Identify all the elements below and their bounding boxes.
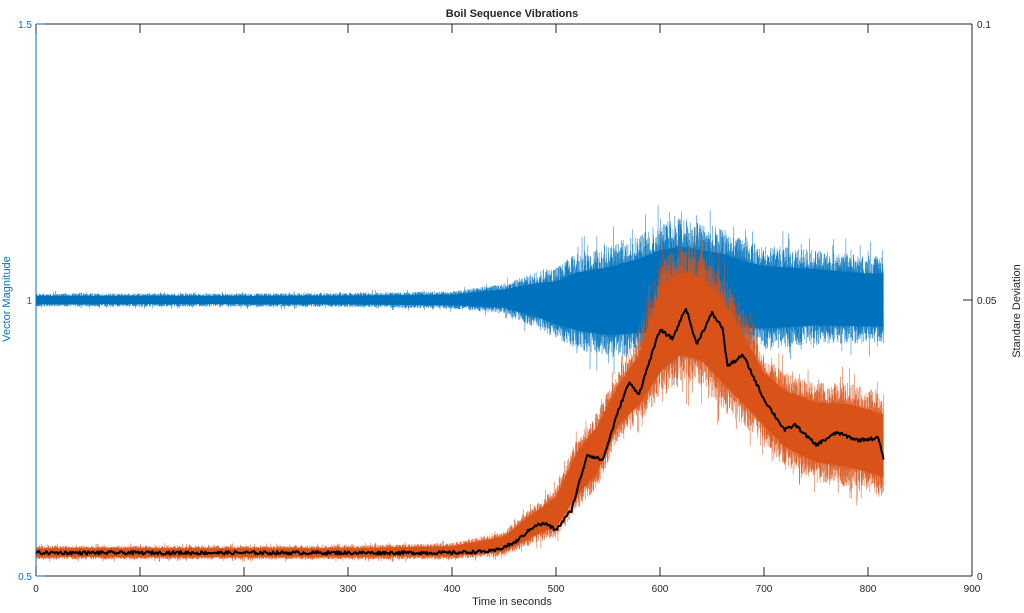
x-tick-label: 300 — [340, 584, 357, 595]
x-tick-label: 100 — [132, 584, 149, 595]
y-left-tick-label: 1 — [26, 296, 32, 307]
x-tick-label: 400 — [444, 584, 461, 595]
x-tick-label: 900 — [964, 584, 981, 595]
x-tick-label: 800 — [860, 584, 877, 595]
x-tick-label: 200 — [236, 584, 253, 595]
x-tick-label: 0 — [33, 584, 39, 595]
y-right-tick-label: 0.1 — [977, 20, 991, 31]
x-tick-label: 700 — [756, 584, 773, 595]
y-right-tick-label: 0 — [977, 572, 983, 583]
x-axis-label: Time in seconds — [472, 596, 552, 608]
x-tick-label: 500 — [548, 584, 565, 595]
y-left-tick-label: 1.5 — [18, 20, 32, 31]
y-left-tick-label: 0.5 — [18, 572, 32, 583]
chart-title: Boil Sequence Vibrations — [445, 8, 579, 20]
y-right-tick-label: 0.05 — [977, 296, 997, 307]
x-tick-label: 600 — [652, 584, 669, 595]
axes: 0 100 200 300 400 500 600 700 800 900 0.5 1 1.5 0 0.05… — [18, 20, 997, 595]
std-dev-smoothed-series — [35, 308, 885, 556]
